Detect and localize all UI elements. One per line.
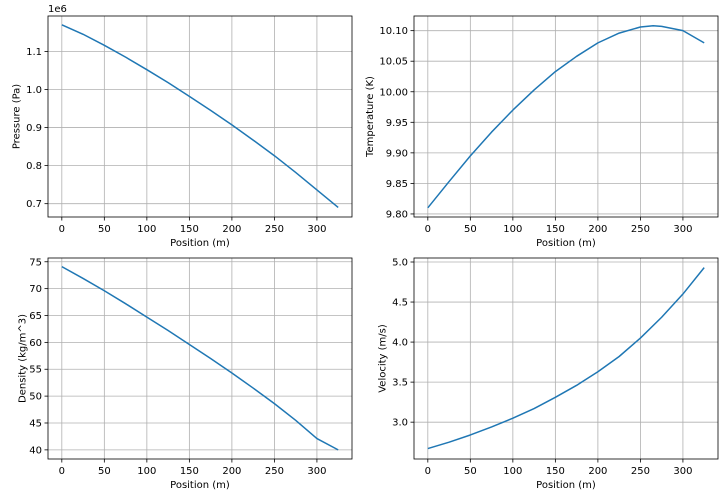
x-tick-label: 50 — [98, 466, 111, 477]
y-tick-label: 9.85 — [386, 179, 408, 190]
y-tick-label: 1.1 — [26, 47, 42, 58]
y-tick-label: 4.0 — [392, 338, 408, 349]
y-tick-label: 10.10 — [379, 26, 408, 37]
y-tick-label: 0.9 — [26, 123, 42, 134]
y-tick-label: 50 — [29, 392, 42, 403]
x-tick-label: 250 — [631, 224, 650, 235]
series-line-velocity — [427, 267, 705, 450]
x-tick-label: 100 — [137, 224, 156, 235]
y-tick-label: 4.5 — [392, 298, 408, 309]
x-axis-label: Position (m) — [170, 480, 230, 491]
x-tick-label: 100 — [137, 466, 156, 477]
subplot-temperature: 0 50 100 150 200 250 300 9.80 9.85 9.90 9.95 10.00 1… — [365, 15, 719, 249]
x-tick-label: 300 — [307, 224, 326, 235]
subplot-density: 0 50 100 150 200 250 300 40 45 50 55 60 65 70 75 Positi… — [18, 257, 353, 491]
x-tick-label: 200 — [222, 224, 241, 235]
series-line-density — [61, 265, 339, 451]
series-line-temperature — [427, 25, 705, 209]
x-tick-label: 250 — [265, 224, 284, 235]
x-tick-label: 0 — [425, 466, 431, 477]
x-tick-label: 150 — [180, 466, 199, 477]
y-tick-label: 9.90 — [386, 148, 408, 159]
y-tick-label: 65 — [29, 311, 42, 322]
y-tick-label: 60 — [29, 338, 42, 349]
x-tick-label: 100 — [503, 224, 522, 235]
x-axis-label: Position (m) — [170, 238, 230, 249]
y-tick-label: 5.0 — [392, 258, 408, 269]
x-tick-label: 150 — [546, 224, 565, 235]
y-axis-label: Density (kg/m^3) — [18, 314, 29, 403]
y-tick-label: 9.95 — [386, 118, 408, 129]
y-tick-label: 40 — [29, 445, 42, 456]
y-axis-label: Pressure (Pa) — [11, 84, 22, 149]
y-tick-label: 9.80 — [386, 209, 408, 220]
y-tick-label: 3.0 — [392, 418, 408, 429]
axes-frame — [47, 257, 353, 460]
series-line-pressure — [61, 24, 339, 209]
x-tick-label: 150 — [546, 466, 565, 477]
y-offset-label: 1e6 — [48, 4, 67, 15]
x-tick-label: 0 — [425, 224, 431, 235]
y-tick-label: 75 — [29, 257, 42, 268]
y-tick-label: 45 — [29, 418, 42, 429]
y-tick-label: 1.0 — [26, 85, 42, 96]
axes-frame — [413, 15, 719, 218]
y-tick-label: 0.7 — [26, 199, 42, 210]
y-tick-label: 3.5 — [392, 378, 408, 389]
x-tick-label: 0 — [59, 224, 65, 235]
axes-frame — [47, 15, 353, 218]
y-tick-label: 10.00 — [379, 87, 408, 98]
x-tick-label: 300 — [673, 466, 692, 477]
x-tick-label: 300 — [307, 466, 326, 477]
x-tick-label: 0 — [59, 466, 65, 477]
x-tick-label: 300 — [673, 224, 692, 235]
x-tick-label: 250 — [265, 466, 284, 477]
x-tick-label: 200 — [222, 466, 241, 477]
x-tick-label: 50 — [98, 224, 111, 235]
x-tick-label: 150 — [180, 224, 199, 235]
x-tick-label: 200 — [588, 466, 607, 477]
y-tick-label: 10.05 — [379, 57, 408, 68]
x-axis-label: Position (m) — [536, 480, 596, 491]
x-axis-label: Position (m) — [536, 238, 596, 249]
x-tick-label: 50 — [464, 224, 477, 235]
y-tick-label: 55 — [29, 365, 42, 376]
subplot-pressure: 0 50 100 150 200 250 300 0.7 0.8 0.9 1.0 1.1 Positio… — [11, 4, 353, 249]
axes-frame — [413, 257, 719, 460]
y-axis-label: Velocity (m/s) — [377, 324, 388, 393]
x-tick-label: 250 — [631, 466, 650, 477]
x-tick-label: 200 — [588, 224, 607, 235]
subplot-velocity: 0 50 100 150 200 250 300 3.0 3.5 4.0 4.5 5.0 Positio… — [377, 257, 719, 491]
x-tick-label: 100 — [503, 466, 522, 477]
y-tick-label: 70 — [29, 284, 42, 295]
y-axis-label: Temperature (K) — [365, 76, 376, 158]
y-tick-label: 0.8 — [26, 161, 42, 172]
x-tick-label: 50 — [464, 466, 477, 477]
